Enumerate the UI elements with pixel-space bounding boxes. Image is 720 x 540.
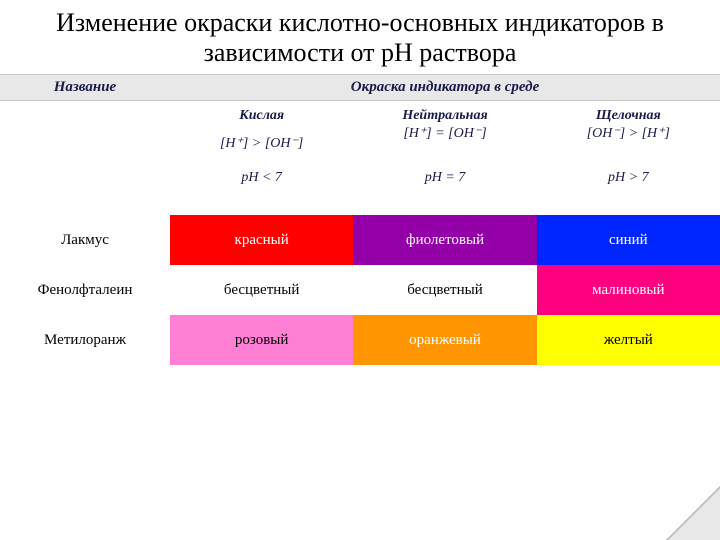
- indicator-cell-neutral: фиолетовый: [353, 215, 536, 265]
- acidic-formula: [H⁺] > [OH⁻]: [170, 135, 353, 153]
- indicator-cell-basic: синий: [537, 215, 720, 265]
- indicator-cell-acidic: розовый: [170, 315, 353, 365]
- indicator-cell-acidic: бесцветный: [170, 265, 353, 315]
- acidic-label: Кислая: [170, 107, 353, 125]
- neutral-formula: [H⁺] = [OH⁻]: [353, 125, 536, 143]
- indicator-cell-basic: желтый: [537, 315, 720, 365]
- indicator-name: Лакмус: [0, 215, 170, 265]
- basic-ph: pH > 7: [537, 169, 720, 187]
- basic-formula: [OH⁻] > [H⁺]: [537, 125, 720, 143]
- acidic-ph: pH < 7: [170, 169, 353, 187]
- table-row: Лакмускрасныйфиолетовыйсиний: [0, 215, 720, 265]
- indicator-cell-basic: малиновый: [537, 265, 720, 315]
- table-header-band: Название Окраска индикатора в среде: [0, 74, 720, 101]
- indicator-table: ЛакмускрасныйфиолетовыйсинийФенолфталеин…: [0, 215, 720, 365]
- indicator-cell-neutral: бесцветный: [353, 265, 536, 315]
- header-col-name: Название: [0, 75, 170, 100]
- neutral-ph: pH = 7: [353, 169, 536, 187]
- table-row: Метилоранжрозовыйоранжевыйжелтый: [0, 315, 720, 365]
- condition-labels-row: Кислая [H⁺] > [OH⁻] pH < 7 Нейтральная […: [0, 107, 720, 188]
- indicator-name: Метилоранж: [0, 315, 170, 365]
- page-corner-decoration: [666, 486, 720, 540]
- indicator-name: Фенолфталеин: [0, 265, 170, 315]
- indicator-cell-acidic: красный: [170, 215, 353, 265]
- basic-label: Щелочная: [537, 107, 720, 125]
- indicator-cell-neutral: оранжевый: [353, 315, 536, 365]
- header-col-medium: Окраска индикатора в среде: [170, 75, 720, 100]
- page-title: Изменение окраски кислотно-основных инди…: [0, 0, 720, 74]
- neutral-label: Нейтральная: [353, 107, 536, 125]
- table-row: Фенолфталеинбесцветныйбесцветныймалиновы…: [0, 265, 720, 315]
